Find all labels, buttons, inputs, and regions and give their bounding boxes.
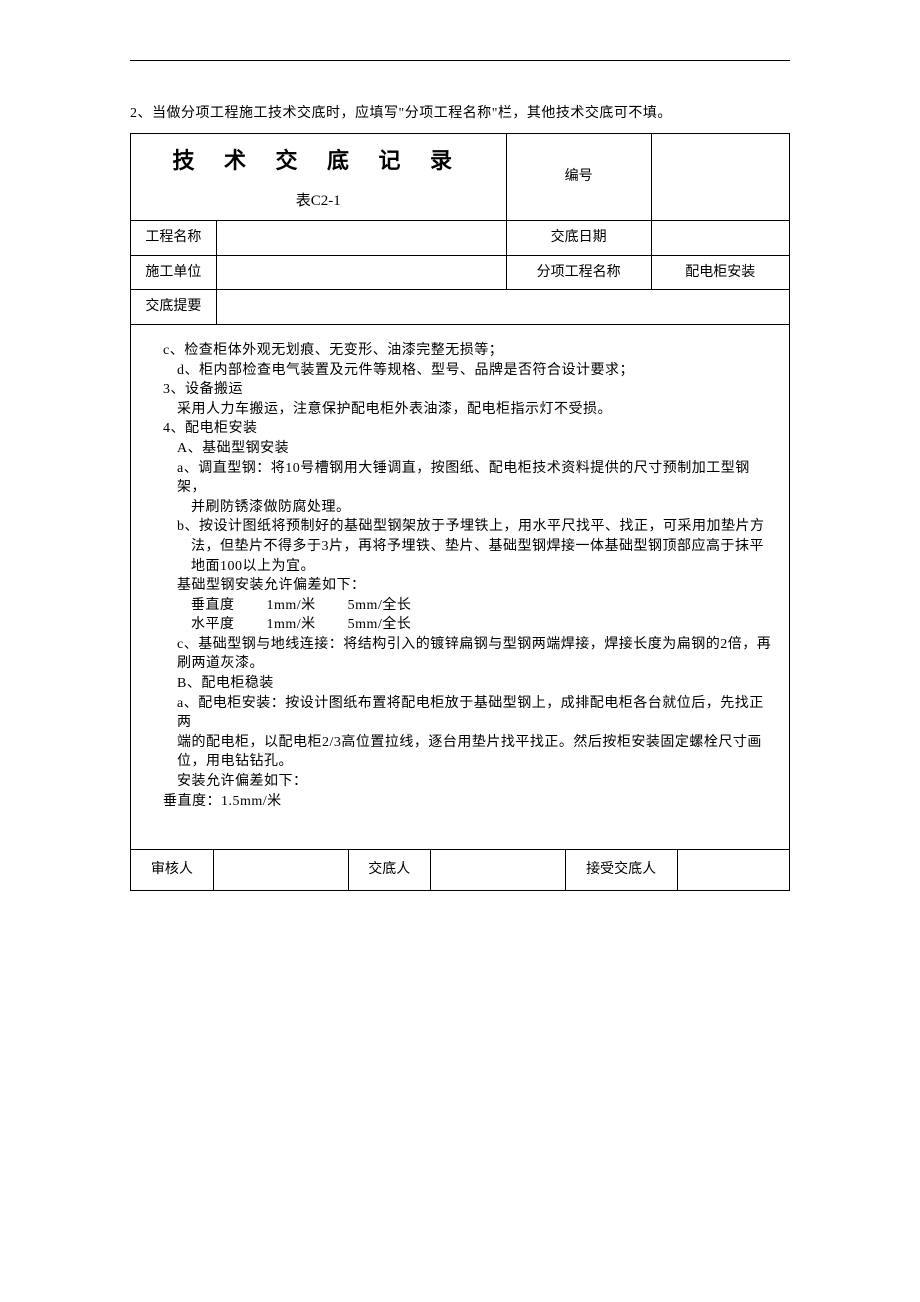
value-presenter	[430, 850, 565, 890]
content-line: 基础型钢安装允许偏差如下：	[149, 576, 775, 596]
content-line: c、基础型钢与地线连接：将结构引入的镀锌扁钢与型钢两端焊接，焊接长度为扁钢的2倍…	[149, 635, 775, 655]
content-line: 端的配电柜，以配电柜2/3高位置拉线，逐台用垫片找平找正。然后按柜安装固定螺栓尺…	[149, 733, 775, 753]
label-construction-unit: 施工单位	[131, 255, 217, 290]
disclosure-record-table: 技 术 交 底 记 录 表C2-1 编号 工程名称 交底日期 施工单位 分项工程…	[130, 133, 790, 891]
content-line: 水平度 1mm/米 5mm/全长	[149, 615, 775, 635]
label-reviewer: 审核人	[131, 850, 213, 890]
value-summary	[216, 290, 789, 325]
content-line: A、基础型钢安装	[149, 439, 775, 459]
top-note: 2、当做分项工程施工技术交底时，应填写"分项工程名称"栏，其他技术交底可不填。	[130, 103, 790, 125]
content-line: 采用人力车搬运，注意保护配电柜外表油漆，配电柜指示灯不受损。	[149, 400, 775, 420]
row-signatures: 审核人 交底人 接受交底人	[131, 850, 790, 891]
content-line: a、调直型钢：将10号槽钢用大锤调直，按图纸、配电柜技术资料提供的尺寸预制加工型…	[149, 459, 775, 498]
label-receiver: 接受交底人	[565, 850, 677, 890]
signature-inner-table: 审核人 交底人 接受交底人	[131, 850, 789, 890]
row-unit: 施工单位 分项工程名称 配电柜安装	[131, 255, 790, 290]
content-line: a、配电柜安装：按设计图纸布置将配电柜放于基础型钢上，成排配电柜各台就位后，先找…	[149, 694, 775, 733]
content-line: 垂直度 1mm/米 5mm/全长	[149, 596, 775, 616]
signature-wrapper: 审核人 交底人 接受交底人	[131, 850, 790, 891]
label-number: 编号	[506, 134, 651, 221]
content-spacer	[149, 811, 775, 829]
label-presenter: 交底人	[348, 850, 430, 890]
content-line: 位，用电钻钻孔。	[149, 752, 775, 772]
content-line: c、检查柜体外观无划痕、无变形、油漆完整无损等；	[149, 341, 775, 361]
top-rule	[130, 60, 790, 61]
content-line: 安装允许偏差如下：	[149, 772, 775, 792]
content-line: 法，但垫片不得多于3片，再将予埋铁、垫片、基础型钢焊接一体基础型钢顶部应高于抹平	[149, 537, 775, 557]
label-summary: 交底提要	[131, 290, 217, 325]
label-project-name: 工程名称	[131, 221, 217, 256]
content-line: d、柜内部检查电气装置及元件等规格、型号、品牌是否符合设计要求；	[149, 361, 775, 381]
value-project-name	[216, 221, 506, 256]
value-date	[651, 221, 789, 256]
content-line: 垂直度：1.5mm/米	[149, 792, 775, 812]
value-sub-item: 配电柜安装	[651, 255, 789, 290]
label-sub-item: 分项工程名称	[506, 255, 651, 290]
content-line: 并刷防锈漆做防腐处理。	[149, 498, 775, 518]
value-construction-unit	[216, 255, 506, 290]
content-line: B、配电柜稳装	[149, 674, 775, 694]
value-number	[651, 134, 789, 221]
value-reviewer	[213, 850, 348, 890]
content-line: 4、配电柜安装	[149, 419, 775, 439]
content-line: 地面100以上为宜。	[149, 557, 775, 577]
table-code: 表C2-1	[137, 191, 500, 212]
doc-title: 技 术 交 底 记 录	[137, 146, 500, 177]
title-cell: 技 术 交 底 记 录 表C2-1	[131, 134, 507, 221]
content-body: c、检查柜体外观无划痕、无变形、油漆完整无损等； d、柜内部检查电气装置及元件等…	[131, 324, 790, 849]
content-line: 刷两道灰漆。	[149, 654, 775, 674]
row-content: c、检查柜体外观无划痕、无变形、油漆完整无损等； d、柜内部检查电气装置及元件等…	[131, 324, 790, 849]
content-line: 3、设备搬运	[149, 380, 775, 400]
label-date: 交底日期	[506, 221, 651, 256]
value-receiver	[677, 850, 789, 890]
title-row: 技 术 交 底 记 录 表C2-1 编号	[131, 134, 790, 221]
content-line: b、按设计图纸将预制好的基础型钢架放于予埋铁上，用水平尺找平、找正，可采用加垫片…	[149, 517, 775, 537]
row-summary: 交底提要	[131, 290, 790, 325]
row-project: 工程名称 交底日期	[131, 221, 790, 256]
